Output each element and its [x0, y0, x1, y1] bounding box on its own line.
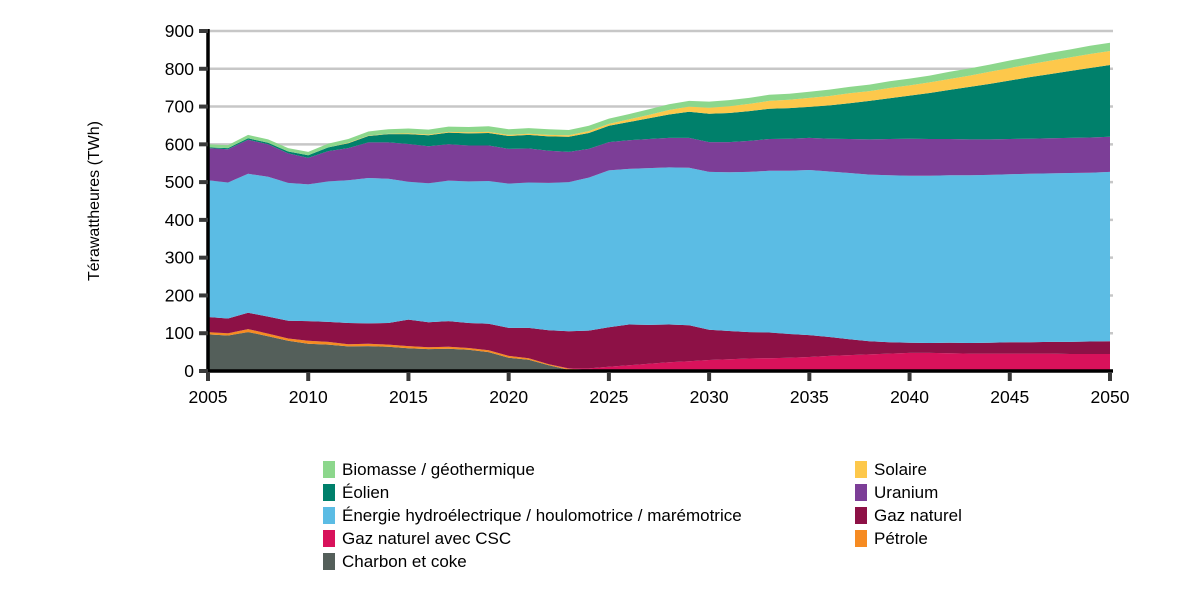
- x-tick-label-2005: 2005: [189, 387, 228, 407]
- legend-item-charbon[interactable]: Charbon et coke: [323, 550, 742, 573]
- legend-item-csc[interactable]: Gaz naturel avec CSC: [323, 527, 742, 550]
- area-csc[interactable]: [208, 329, 1110, 371]
- legend-swatch-uranium: [855, 484, 867, 501]
- chart-plot-area[interactable]: 0 100 200 300 400 500 600 700 800 900 2005 2010 2015…: [0, 0, 1200, 455]
- x-tick-label-2020: 2020: [489, 387, 528, 407]
- y-axis-title: Térawattheures (TWh): [86, 120, 103, 282]
- legend-label-hydro: Énergie hydroélectrique / houlomotrice /…: [342, 506, 742, 525]
- legend-label-charbon: Charbon et coke: [342, 552, 467, 571]
- legend-swatch-hydro: [323, 507, 335, 524]
- y-tick-label-700: 700: [165, 97, 194, 117]
- legend-swatch-petrole: [855, 530, 867, 547]
- legend-label-csc: Gaz naturel avec CSC: [342, 529, 512, 548]
- x-tick-label-2025: 2025: [589, 387, 628, 407]
- legend-label-petrole: Pétrole: [874, 529, 928, 548]
- x-tick-label-2050: 2050: [1091, 387, 1130, 407]
- x-tick-label-2010: 2010: [289, 387, 328, 407]
- y-tick-label-400: 400: [165, 210, 194, 230]
- y-tick-label-800: 800: [165, 59, 194, 79]
- legend-swatch-gaz: [855, 507, 867, 524]
- y-tick-label-600: 600: [165, 134, 194, 154]
- legend-column-left: Biomasse / géothermique Éolien Énergie hyd…: [323, 458, 742, 573]
- area-gaz[interactable]: [208, 312, 1110, 369]
- legend-label-biomasse: Biomasse / géothermique: [342, 460, 535, 479]
- legend-item-petrole[interactable]: Pétrole: [855, 527, 962, 550]
- y-tick-label-900: 900: [165, 21, 194, 41]
- x-tick-label-2035: 2035: [790, 387, 829, 407]
- legend-item-gaz[interactable]: Gaz naturel: [855, 504, 962, 527]
- legend-item-solaire[interactable]: Solaire: [855, 458, 962, 481]
- x-tick-label-2040: 2040: [890, 387, 929, 407]
- y-tick-label-300: 300: [165, 248, 194, 268]
- y-tick-label-0: 0: [184, 361, 194, 381]
- legend-item-hydro[interactable]: Énergie hydroélectrique / houlomotrice /…: [323, 504, 742, 527]
- y-tick-label-500: 500: [165, 172, 194, 192]
- legend-label-solaire: Solaire: [874, 460, 927, 479]
- legend-item-uranium[interactable]: Uranium: [855, 481, 962, 504]
- legend-swatch-biomasse: [323, 461, 335, 478]
- legend-item-eolien[interactable]: Éolien: [323, 481, 742, 504]
- legend-label-eolien: Éolien: [342, 483, 390, 502]
- x-tick-label-2015: 2015: [389, 387, 428, 407]
- legend-swatch-solaire: [855, 461, 867, 478]
- y-tick-label-100: 100: [165, 323, 194, 343]
- x-tick-label-2030: 2030: [690, 387, 729, 407]
- area-hydro[interactable]: [208, 167, 1110, 343]
- legend-item-biomasse[interactable]: Biomasse / géothermique: [323, 458, 742, 481]
- area-uranium[interactable]: [208, 136, 1110, 185]
- legend-swatch-csc: [323, 530, 335, 547]
- x-tick-label-2045: 2045: [990, 387, 1029, 407]
- y-tick-label-200: 200: [165, 285, 194, 305]
- legend-label-uranium: Uranium: [874, 483, 939, 502]
- legend-swatch-charbon: [323, 553, 335, 570]
- legend-column-right: Solaire Uranium Gaz naturel Pétrole: [855, 458, 962, 550]
- area-charbon[interactable]: [208, 332, 1110, 371]
- legend-label-gaz: Gaz naturel: [874, 506, 962, 525]
- area-eolien[interactable]: [208, 65, 1110, 158]
- legend-swatch-eolien: [323, 484, 335, 501]
